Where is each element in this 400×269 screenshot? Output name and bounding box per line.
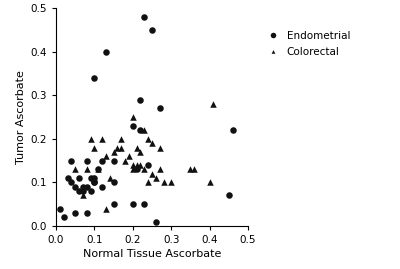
- Point: [110, 202, 117, 206]
- Point: [206, 180, 213, 185]
- Point: [103, 206, 109, 211]
- Point: [153, 176, 159, 180]
- Point: [130, 167, 136, 171]
- Point: [114, 145, 121, 150]
- Point: [84, 211, 90, 215]
- Point: [134, 163, 140, 167]
- Point: [141, 15, 148, 19]
- X-axis label: Normal Tissue Ascorbate: Normal Tissue Ascorbate: [83, 249, 221, 259]
- Point: [145, 163, 151, 167]
- Point: [91, 76, 98, 80]
- Point: [145, 137, 151, 141]
- Point: [72, 185, 78, 189]
- Point: [130, 115, 136, 119]
- Point: [84, 167, 90, 171]
- Point: [130, 123, 136, 128]
- Point: [110, 180, 117, 185]
- Point: [99, 185, 105, 189]
- Point: [168, 180, 174, 185]
- Point: [137, 163, 144, 167]
- Point: [99, 137, 105, 141]
- Point: [153, 220, 159, 224]
- Point: [87, 189, 94, 193]
- Point: [137, 97, 144, 102]
- Point: [145, 180, 151, 185]
- Point: [210, 102, 217, 106]
- Point: [80, 185, 86, 189]
- Point: [191, 167, 198, 171]
- Y-axis label: Tumor Ascorbate: Tumor Ascorbate: [16, 70, 26, 164]
- Point: [149, 141, 155, 145]
- Point: [87, 176, 94, 180]
- Point: [95, 167, 102, 171]
- Point: [137, 150, 144, 154]
- Point: [226, 193, 232, 198]
- Point: [99, 158, 105, 163]
- Point: [106, 176, 113, 180]
- Point: [72, 211, 78, 215]
- Point: [68, 180, 74, 185]
- Point: [64, 176, 71, 180]
- Point: [141, 202, 148, 206]
- Point: [72, 167, 78, 171]
- Point: [91, 145, 98, 150]
- Point: [103, 49, 109, 54]
- Point: [141, 167, 148, 171]
- Point: [130, 163, 136, 167]
- Point: [141, 128, 148, 132]
- Point: [76, 176, 82, 180]
- Point: [91, 180, 98, 185]
- Point: [187, 167, 194, 171]
- Point: [84, 185, 90, 189]
- Point: [126, 154, 132, 158]
- Point: [91, 180, 98, 185]
- Point: [156, 167, 163, 171]
- Point: [57, 206, 63, 211]
- Point: [95, 167, 102, 171]
- Point: [68, 158, 74, 163]
- Point: [230, 128, 236, 132]
- Point: [134, 167, 140, 171]
- Point: [110, 158, 117, 163]
- Point: [110, 150, 117, 154]
- Point: [76, 189, 82, 193]
- Point: [137, 128, 144, 132]
- Point: [91, 176, 98, 180]
- Point: [91, 176, 98, 180]
- Point: [149, 28, 155, 32]
- Point: [130, 202, 136, 206]
- Point: [87, 137, 94, 141]
- Point: [118, 137, 124, 141]
- Point: [156, 145, 163, 150]
- Point: [156, 106, 163, 111]
- Point: [149, 172, 155, 176]
- Point: [84, 158, 90, 163]
- Point: [160, 180, 167, 185]
- Point: [118, 145, 124, 150]
- Point: [60, 215, 67, 220]
- Point: [80, 193, 86, 198]
- Point: [134, 145, 140, 150]
- Point: [122, 158, 128, 163]
- Legend: Endometrial, Colorectal: Endometrial, Colorectal: [263, 31, 350, 57]
- Point: [103, 154, 109, 158]
- Point: [80, 189, 86, 193]
